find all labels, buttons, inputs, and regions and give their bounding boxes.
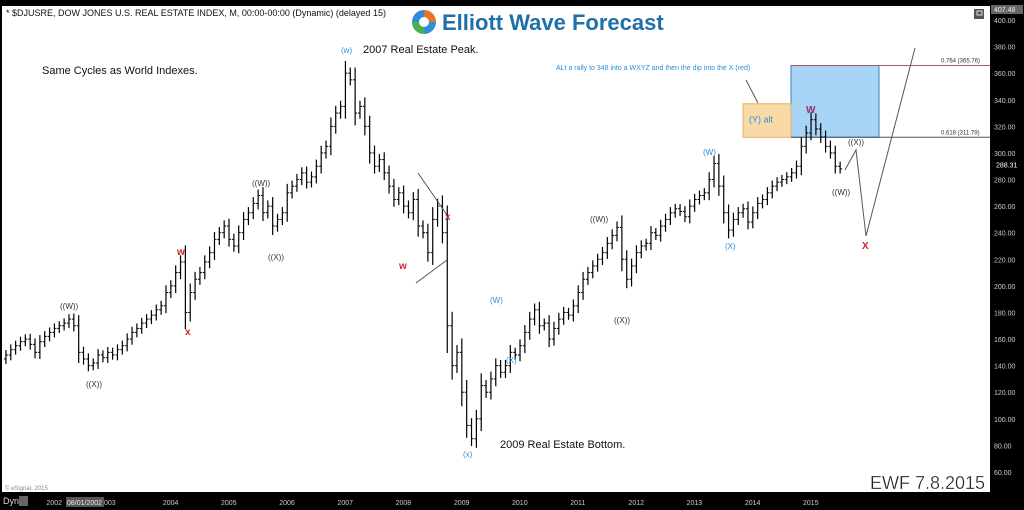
y-tick-label: 400.00 [994,18,1016,25]
wave-label: w [398,261,407,272]
dyn-label[interactable]: Dyn [3,496,19,506]
y-tick-label: 280.00 [994,178,1016,185]
wave-label: ((X)) [848,138,864,147]
trendline-lower [415,259,448,284]
wave-label: (w) [341,46,352,55]
chart-title: * $DJUSRE, DOW JONES U.S. REAL ESTATE IN… [6,8,386,18]
x-tick-label: 003 [104,500,116,507]
y-tick-label: 260.00 [994,204,1016,211]
y-tick-label: 100.00 [994,417,1016,424]
wave-label: ((X)) [614,316,630,325]
y-tick-label: 220.00 [994,257,1016,264]
note-leader-line [745,79,759,104]
dyn-toggle-icon[interactable] [19,496,28,506]
wave-label: ((X)) [268,253,284,262]
y-tick-label: 80.00 [994,443,1012,450]
top-value-label: 407.48 [994,7,1016,14]
projection-path [844,47,916,237]
wave-label: w [176,247,185,258]
y-tick-label: 180.00 [994,310,1016,317]
x-tick-label: 2004 [163,500,179,507]
y-tick-label: 200.00 [994,284,1016,291]
y-tick-label: 140.00 [994,364,1016,371]
y-tick-label: 240.00 [994,231,1016,238]
fib-level-label: 0.764 (365.76) [941,59,980,65]
wave-label: ((X)) [86,380,102,389]
x-tick-label: 2012 [628,500,644,507]
top-value-box [991,5,1023,14]
fib-level-label: 0.618 (311.79) [941,130,980,136]
x-tick-label: 2013 [687,500,703,507]
last-value-label: 288.31 [996,162,1018,169]
wave-label: (X) [506,356,517,365]
wave-label: (W) [490,296,503,305]
wave-label: ((W)) [60,302,79,311]
x-tick-label: 2010 [512,500,528,507]
wave-label: x [445,212,451,223]
y-tick-label: 360.00 [994,71,1016,78]
window-restore-icon[interactable] [974,9,984,19]
alt-zone-label: (Y) alt [749,114,774,124]
y-tick-label: 300.00 [994,151,1016,158]
note-alt: ALt a rally to 348 into a WXYZ and then … [556,65,750,72]
x-tick-label: 2011 [570,500,585,507]
cursor-date: 08/01/2002 [67,500,102,507]
y-tick-label: 160.00 [994,337,1016,344]
ewf-date-watermark: EWF 7.8.2015 [870,473,985,493]
wave-label: (W) [703,148,716,157]
y-tick-label: 380.00 [994,45,1016,52]
x-tick-label: 2008 [396,500,412,507]
y-tick-label: 120.00 [994,390,1016,397]
note-cycles: Same Cycles as World Indexes. [42,65,198,77]
x-tick-label: 2006 [279,500,295,507]
wave-label: (X) [725,242,736,251]
logo-text: Elliott Wave Forecast [442,10,664,35]
y-tick-label: 340.00 [994,98,1016,105]
x-tick-label: 2007 [337,500,353,507]
copyright: © eSignal, 2015 [5,485,48,492]
wave-label: W [806,105,816,116]
wave-label: ((W)) [832,188,851,197]
logo: Elliott Wave Forecast [412,10,664,35]
x-tick-label: 2002 [46,500,62,507]
target-zone-box [790,65,880,138]
wave-label: x [185,327,191,338]
price-axis[interactable] [990,2,1024,492]
y-tick-label: 60.00 [994,470,1012,477]
x-tick-label: 2015 [803,500,819,507]
x-tick-label: 2009 [454,500,470,507]
wave-label: X [862,241,869,252]
alt-zone-box [742,103,792,138]
wave-label: ((W)) [590,215,609,224]
wave-label: ((W)) [252,179,271,188]
x-tick-label: 2005 [221,500,237,507]
wave-label: (x) [463,450,473,459]
y-tick-label: 320.00 [994,124,1016,131]
cursor-date-box [66,497,104,507]
x-tick-label: 2014 [745,500,761,507]
note-bottom: 2009 Real Estate Bottom. [500,439,625,451]
trendline-upper [417,172,448,216]
note-peak: 2007 Real Estate Peak. [363,44,479,56]
